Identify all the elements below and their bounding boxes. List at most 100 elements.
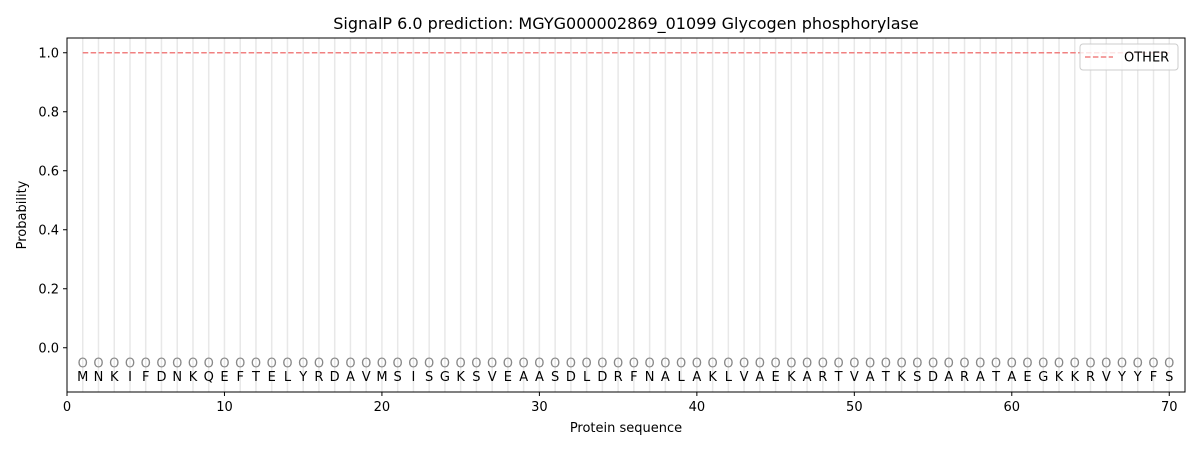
x-tick-label: 70 <box>1161 400 1178 415</box>
residue-letter: R <box>314 370 323 385</box>
residue-class-label: O <box>881 357 891 372</box>
residue-class-label: O <box>676 357 686 372</box>
residue-class-label: O <box>1164 357 1174 372</box>
residue-letter: K <box>787 370 796 385</box>
residue-class-label: O <box>503 357 513 372</box>
residue-class-label: O <box>645 357 655 372</box>
residue-class-label: O <box>1148 357 1158 372</box>
residue-class-label: O <box>361 357 371 372</box>
residue-class-label: O <box>267 357 277 372</box>
residue-class-label: O <box>786 357 796 372</box>
residue-class-label: O <box>912 357 922 372</box>
x-tick-label: 50 <box>846 400 863 415</box>
residue-class-label: O <box>755 357 765 372</box>
residue-class-label: O <box>770 357 780 372</box>
residue-letter: V <box>740 370 749 385</box>
residue-letter: F <box>236 370 243 385</box>
residue-class-label: O <box>377 357 387 372</box>
x-tick-label: 20 <box>374 400 391 415</box>
residue-letter: K <box>1071 370 1080 385</box>
y-tick-label: 0.2 <box>38 282 59 297</box>
residue-class-label: O <box>1085 357 1095 372</box>
residue-class-label: O <box>109 357 119 372</box>
residue-letter: Q <box>204 370 214 385</box>
residue-letter: S <box>472 370 480 385</box>
residue-letter: K <box>897 370 906 385</box>
residue-class-label: O <box>330 357 340 372</box>
residue-class-label: O <box>1007 357 1017 372</box>
residue-letter: V <box>362 370 371 385</box>
residue-letter: S <box>425 370 433 385</box>
residue-letter: N <box>172 370 182 385</box>
residue-class-label: O <box>235 357 245 372</box>
residue-letter: L <box>677 370 685 385</box>
residue-letter: A <box>535 370 544 385</box>
residue-class-label: O <box>314 357 324 372</box>
legend: OTHER <box>1079 43 1179 71</box>
residue-letter: A <box>519 370 528 385</box>
residue-letter: D <box>928 370 938 385</box>
residue-class-label: O <box>550 357 560 372</box>
residue-letter: R <box>960 370 969 385</box>
residue-class-label: O <box>1117 357 1127 372</box>
residue-class-label: O <box>219 357 229 372</box>
x-tick-label: 60 <box>1004 400 1021 415</box>
residue-class-label: O <box>393 357 403 372</box>
residue-class-label: O <box>566 357 576 372</box>
residue-class-label: O <box>849 357 859 372</box>
residue-class-label: O <box>298 357 308 372</box>
residue-letter: D <box>566 370 576 385</box>
residue-letter: L <box>725 370 733 385</box>
residue-letter: M <box>376 370 387 385</box>
residue-letter: N <box>645 370 655 385</box>
residue-class-label: O <box>1070 357 1080 372</box>
residue-letter: S <box>394 370 402 385</box>
residue-letter: A <box>755 370 764 385</box>
residue-class-label: O <box>282 357 292 372</box>
legend-box <box>1079 43 1179 71</box>
residue-letter: F <box>1150 370 1157 385</box>
residue-letter: S <box>551 370 559 385</box>
residue-letter: V <box>488 370 497 385</box>
residue-letter: D <box>597 370 607 385</box>
residue-class-label: O <box>597 357 607 372</box>
x-axis-label: Protein sequence <box>570 421 682 436</box>
residue-class-label: O <box>629 357 639 372</box>
residue-class-label: O <box>1101 357 1111 372</box>
residue-class-label: O <box>833 357 843 372</box>
residue-letter: N <box>94 370 104 385</box>
residue-letter: E <box>220 370 228 385</box>
residue-letter: R <box>614 370 623 385</box>
residue-letter: D <box>330 370 340 385</box>
residue-letter: A <box>976 370 985 385</box>
residue-letter: A <box>944 370 953 385</box>
residue-class-label: O <box>78 357 88 372</box>
residue-class-label: O <box>739 357 749 372</box>
residue-class-label: O <box>424 357 434 372</box>
residue-class-label: O <box>1038 357 1048 372</box>
residue-class-label: O <box>975 357 985 372</box>
residue-class-label: O <box>251 357 261 372</box>
residue-letter: G <box>1038 370 1048 385</box>
residue-class-label: O <box>959 357 969 372</box>
residue-letter: R <box>1086 370 1095 385</box>
residue-letter: L <box>284 370 292 385</box>
y-axis-label: Probability <box>15 180 30 249</box>
residue-letter: T <box>251 370 260 385</box>
residue-class-label: O <box>93 357 103 372</box>
residue-class-label: O <box>928 357 938 372</box>
residue-letter: E <box>504 370 512 385</box>
residue-letter: A <box>661 370 670 385</box>
residue-letter: S <box>1165 370 1173 385</box>
residue-letter: Y <box>1133 370 1142 385</box>
residue-letter: V <box>1102 370 1111 385</box>
plot-area-frame <box>66 37 1186 393</box>
residue-class-label: O <box>660 357 670 372</box>
residue-letter: M <box>77 370 88 385</box>
x-tick-label: 30 <box>531 400 548 415</box>
residue-letter: I <box>128 370 132 385</box>
residue-class-label: O <box>1022 357 1032 372</box>
residue-letter: K <box>1055 370 1064 385</box>
x-tick-label: 0 <box>63 400 71 415</box>
residue-class-label: O <box>991 357 1001 372</box>
